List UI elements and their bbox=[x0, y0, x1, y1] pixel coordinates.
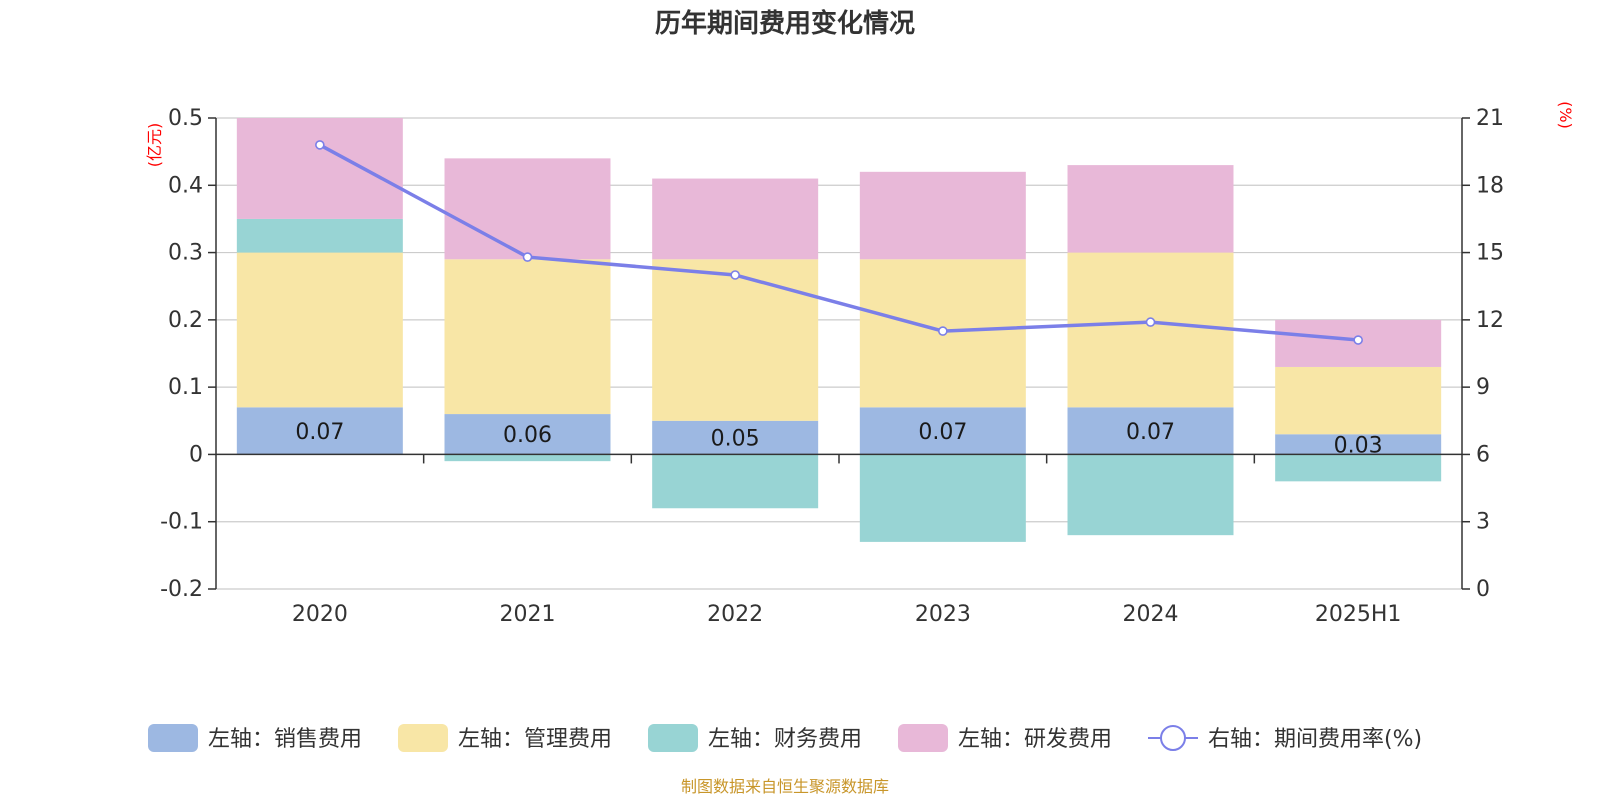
data-label: 0.06 bbox=[503, 423, 552, 448]
bar-segment bbox=[444, 414, 611, 455]
right-axis-tick-label: 3 bbox=[1476, 510, 1490, 535]
x-axis-tick-label: 2020 bbox=[292, 602, 348, 627]
left-axis-unit: (亿元) bbox=[145, 123, 164, 168]
legend-label: 左轴：管理费用 bbox=[458, 727, 612, 752]
data-label: 0.03 bbox=[1334, 433, 1383, 458]
legend-swatch bbox=[898, 724, 948, 752]
right-axis-tick-label: 9 bbox=[1476, 375, 1490, 400]
bar-segment bbox=[1275, 454, 1442, 482]
bar-segment bbox=[1275, 366, 1442, 435]
bar-segment bbox=[859, 454, 1026, 542]
bar-segment bbox=[236, 407, 403, 455]
bar-segment bbox=[652, 454, 819, 509]
bar-segment bbox=[236, 252, 403, 408]
legend-swatch bbox=[648, 724, 698, 752]
legend-label: 左轴：研发费用 bbox=[958, 727, 1112, 752]
legend: 左轴：销售费用 左轴：管理费用 左轴：财务费用 左轴：研发费用 右轴：期间费用率(%) bbox=[148, 724, 1422, 752]
rate-point bbox=[730, 270, 740, 280]
left-axis-tick-label: 0 bbox=[189, 442, 203, 467]
legend-label: 右轴：期间费用率(%) bbox=[1208, 727, 1422, 752]
rate-point bbox=[315, 140, 325, 150]
rate-point bbox=[938, 326, 948, 336]
bar-segment bbox=[236, 118, 403, 219]
right-axis-tick-label: 0 bbox=[1476, 577, 1490, 602]
right-axis-tick-label: 18 bbox=[1476, 173, 1504, 198]
left-axis-tick-label: 0.5 bbox=[168, 106, 203, 131]
legend-swatch bbox=[398, 724, 448, 752]
x-axis-tick-label: 2021 bbox=[500, 602, 556, 627]
bar-segment bbox=[859, 407, 1026, 455]
legend-label: 左轴：财务费用 bbox=[708, 727, 862, 752]
legend-label: 左轴：销售费用 bbox=[208, 727, 362, 752]
data-label: 0.07 bbox=[295, 420, 344, 445]
data-label: 0.07 bbox=[1126, 420, 1175, 445]
bar-segment bbox=[444, 158, 611, 260]
bar-segment bbox=[1067, 252, 1234, 408]
bar-segment bbox=[859, 171, 1026, 260]
rate-line-path bbox=[319, 143, 1359, 342]
bar-segment bbox=[652, 259, 819, 421]
x-axis-tick-label: 2023 bbox=[915, 602, 971, 627]
rate-point bbox=[522, 252, 533, 262]
data-labels: 0.07 0.06 0.05 0.07 0.07 0.03 bbox=[295, 420, 1382, 458]
x-axis-tick-label: 2022 bbox=[707, 602, 763, 627]
right-axis-tick-label: 6 bbox=[1476, 442, 1490, 467]
right-axis-unit: (%) bbox=[1556, 101, 1575, 129]
left-axis-tick-label: -0.1 bbox=[160, 510, 203, 535]
left-axis-tick-label: 0.3 bbox=[168, 241, 203, 266]
left-axis-tick-label: -0.2 bbox=[160, 577, 203, 602]
rate-point bbox=[1145, 317, 1156, 327]
axes: 0.5 0.4 0.3 0.2 0.1 0 -0.1 -0.2 21 18 15 12 9 6 3 0 2020… bbox=[160, 106, 1504, 627]
bar-segment bbox=[1067, 165, 1234, 253]
x-axis-tick-label: 2024 bbox=[1123, 602, 1179, 627]
bar-segment bbox=[444, 259, 611, 415]
left-axis-tick-label: 0.2 bbox=[168, 308, 203, 333]
bar-segment bbox=[236, 218, 403, 253]
bar-segment bbox=[652, 420, 819, 455]
data-label: 0.07 bbox=[918, 420, 967, 445]
bar-segment bbox=[1275, 434, 1442, 455]
bar-segment bbox=[1067, 407, 1234, 455]
x-axis-tick-label: 2025H1 bbox=[1315, 602, 1402, 627]
left-axis-tick-label: 0.1 bbox=[168, 375, 203, 400]
chart-title: 历年期间费用变化情况 bbox=[655, 8, 915, 39]
legend-marker bbox=[1160, 725, 1186, 751]
bar-segment bbox=[1067, 454, 1234, 536]
bar-segment bbox=[652, 178, 819, 260]
right-axis-tick-label: 15 bbox=[1476, 241, 1504, 266]
data-label: 0.05 bbox=[711, 427, 760, 452]
legend-swatch bbox=[148, 724, 198, 752]
source-note: 制图数据来自恒生聚源数据库 bbox=[681, 777, 889, 796]
rate-line bbox=[315, 140, 1363, 345]
bar-segment bbox=[444, 454, 611, 462]
rate-point bbox=[1353, 335, 1363, 345]
left-axis-tick-label: 0.4 bbox=[168, 173, 203, 198]
right-axis-tick-label: 12 bbox=[1476, 308, 1504, 333]
right-axis-tick-label: 21 bbox=[1476, 106, 1504, 131]
